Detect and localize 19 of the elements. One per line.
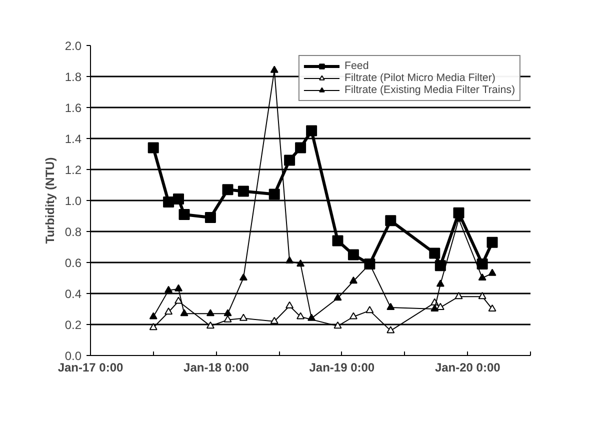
y-tick-label: 2.0 <box>64 39 82 53</box>
y-tick-label: 1.6 <box>64 101 82 115</box>
y-tick-label: 0.8 <box>64 225 82 239</box>
x-tick-label: Jan-18 0:00 <box>184 360 250 374</box>
y-tick-label: 0.6 <box>64 256 82 270</box>
y-tick-label: 0.2 <box>64 318 82 332</box>
y-tick-label: 0.0 <box>64 349 82 363</box>
x-tick-label: Jan-20 0:00 <box>434 360 501 374</box>
x-tick-label: Jan-19 0:00 <box>309 360 375 374</box>
legend-label: Filtrate (Pilot Micro Media Filter) <box>344 72 496 84</box>
y-tick-label: 1.2 <box>64 163 82 177</box>
y-tick-label: 1.8 <box>64 70 82 84</box>
x-tick-label: Jan-17 0:00 <box>58 360 124 374</box>
y-tick-label: 1.4 <box>64 132 82 146</box>
y-tick-label: 0.4 <box>64 287 82 301</box>
y-tick-label: 1.0 <box>64 194 82 208</box>
legend-label: Filtrate (Existing Media Filter Trains) <box>344 84 515 96</box>
y-axis-title: Turbidity (NTU) <box>42 157 57 244</box>
legend-label: Feed <box>344 60 369 72</box>
